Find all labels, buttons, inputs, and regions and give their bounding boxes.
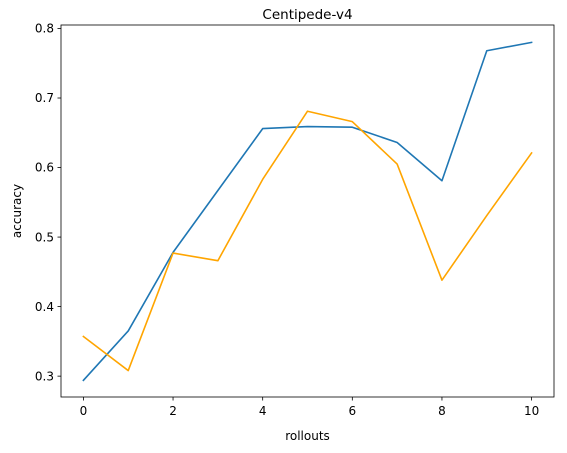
x-axis-ticks: 0 2 4 6 8 10	[80, 397, 539, 418]
y-axis-label: accuracy	[10, 184, 24, 238]
x-tick-label: 0	[80, 404, 88, 418]
x-tick-label: 10	[524, 404, 539, 418]
plot-area-frame	[60, 24, 555, 398]
series-line-1	[82, 41, 533, 382]
y-tick-label: 0.8	[35, 22, 54, 36]
y-tick-label: 0.4	[35, 300, 54, 314]
plot-series	[82, 41, 533, 382]
y-tick-label: 0.6	[35, 161, 54, 175]
x-tick-label: 2	[169, 404, 177, 418]
y-axis-ticks: 0.3 0.4 0.5 0.6 0.7 0.8	[35, 22, 61, 383]
x-tick-label: 6	[348, 404, 356, 418]
x-axis-label: rollouts	[285, 429, 330, 443]
x-tick-label: 4	[259, 404, 267, 418]
series-line-2	[82, 110, 533, 372]
y-tick-label: 0.5	[35, 230, 54, 244]
x-tick-label: 8	[438, 404, 446, 418]
y-tick-label: 0.3	[35, 369, 54, 383]
chart-title: Centipede-v4	[262, 7, 352, 23]
y-tick-label: 0.7	[35, 91, 54, 105]
